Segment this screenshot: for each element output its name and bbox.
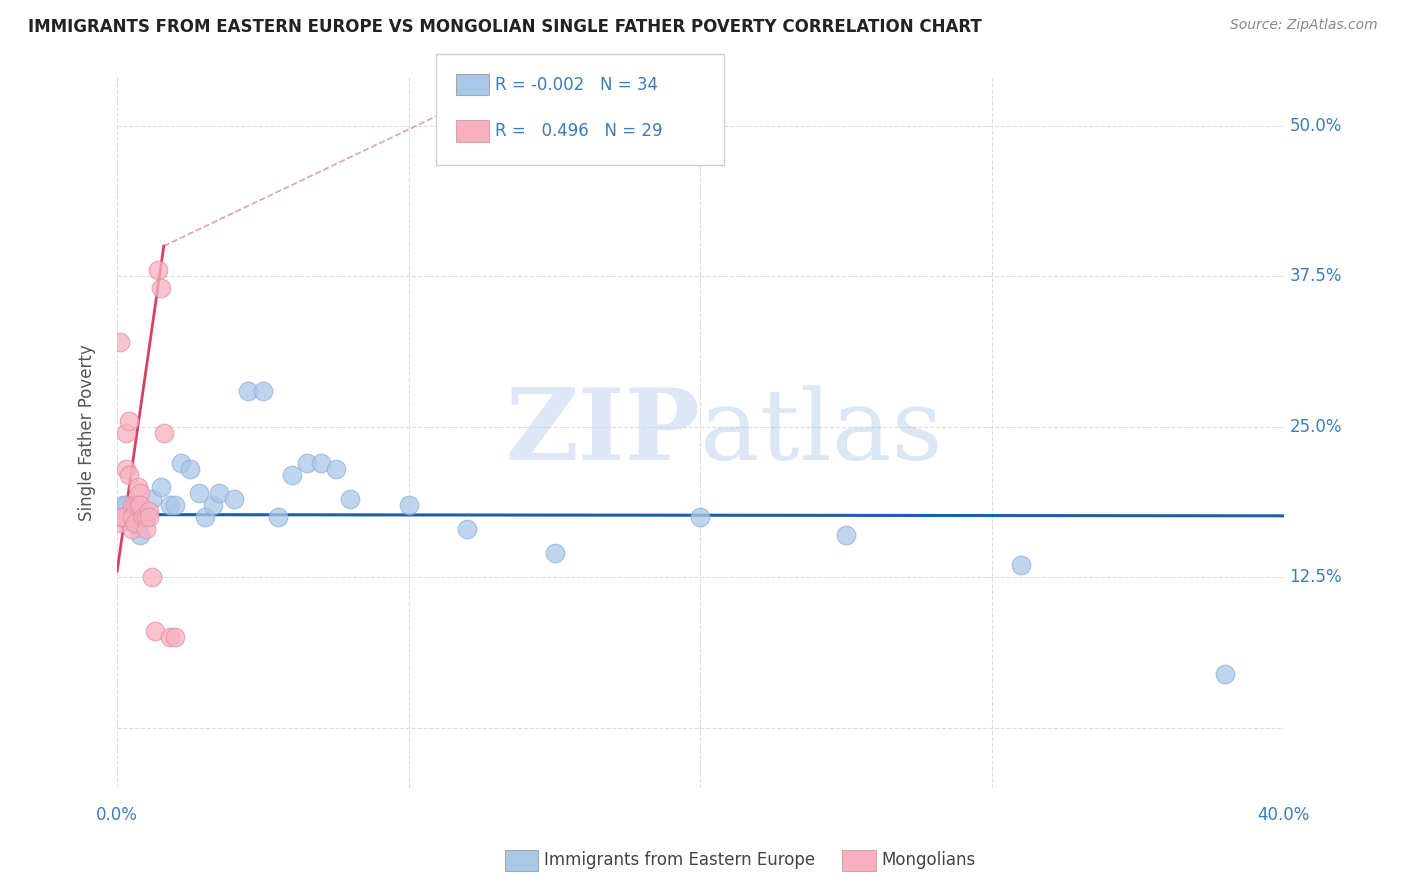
Point xyxy=(135,510,157,524)
Point xyxy=(124,498,146,512)
Point xyxy=(339,491,361,506)
Point xyxy=(118,510,141,524)
Point xyxy=(127,498,149,512)
Point xyxy=(141,570,163,584)
Point xyxy=(135,522,157,536)
Point xyxy=(129,528,152,542)
Point xyxy=(121,498,143,512)
Text: ZIP: ZIP xyxy=(506,384,700,481)
Point xyxy=(115,425,138,440)
Point xyxy=(194,510,217,524)
Text: 25.0%: 25.0% xyxy=(1289,417,1343,435)
Point xyxy=(1215,666,1237,681)
Point xyxy=(159,631,181,645)
Point xyxy=(111,510,134,524)
Point xyxy=(222,491,245,506)
Point xyxy=(689,510,711,524)
Point xyxy=(187,486,209,500)
Text: Immigrants from Eastern Europe: Immigrants from Eastern Europe xyxy=(544,851,815,869)
Point xyxy=(143,624,166,639)
Point xyxy=(835,528,858,542)
Point xyxy=(456,522,478,536)
Point xyxy=(118,467,141,482)
Point xyxy=(115,462,138,476)
Point xyxy=(170,456,193,470)
Point xyxy=(115,498,138,512)
Point xyxy=(152,425,174,440)
Point xyxy=(111,498,134,512)
Point xyxy=(149,281,172,295)
Point xyxy=(281,467,304,482)
Point xyxy=(543,546,565,560)
Point xyxy=(146,263,169,277)
Point xyxy=(398,498,420,512)
Point xyxy=(179,462,201,476)
Point xyxy=(149,480,172,494)
Point xyxy=(127,480,149,494)
Point xyxy=(141,491,163,506)
Point xyxy=(165,631,187,645)
Point xyxy=(108,335,131,350)
Point xyxy=(1010,558,1032,573)
Text: 12.5%: 12.5% xyxy=(1289,568,1343,586)
Text: R = -0.002   N = 34: R = -0.002 N = 34 xyxy=(495,76,658,94)
Point xyxy=(124,516,146,530)
Point xyxy=(138,504,160,518)
Point xyxy=(129,498,152,512)
Text: 40.0%: 40.0% xyxy=(1257,806,1310,824)
Point xyxy=(118,414,141,428)
Point xyxy=(135,510,157,524)
Point xyxy=(165,498,187,512)
Point xyxy=(129,486,152,500)
Text: 37.5%: 37.5% xyxy=(1289,268,1343,285)
Point xyxy=(238,384,260,398)
Text: atlas: atlas xyxy=(700,384,943,481)
Point xyxy=(252,384,274,398)
Point xyxy=(325,462,347,476)
Point xyxy=(202,498,225,512)
Point xyxy=(121,510,143,524)
Text: Mongolians: Mongolians xyxy=(882,851,976,869)
Point xyxy=(138,510,160,524)
Text: IMMIGRANTS FROM EASTERN EUROPE VS MONGOLIAN SINGLE FATHER POVERTY CORRELATION CH: IMMIGRANTS FROM EASTERN EUROPE VS MONGOL… xyxy=(28,18,981,36)
Text: 0.0%: 0.0% xyxy=(96,806,138,824)
Text: 50.0%: 50.0% xyxy=(1289,117,1341,135)
Y-axis label: Single Father Poverty: Single Father Poverty xyxy=(79,344,96,521)
Point xyxy=(159,498,181,512)
Point xyxy=(108,516,131,530)
Text: Source: ZipAtlas.com: Source: ZipAtlas.com xyxy=(1230,18,1378,32)
Text: R =   0.496   N = 29: R = 0.496 N = 29 xyxy=(495,122,662,140)
Point xyxy=(266,510,288,524)
Point xyxy=(108,510,131,524)
Point xyxy=(295,456,318,470)
Point xyxy=(121,504,143,518)
Point xyxy=(121,522,143,536)
Point xyxy=(309,456,332,470)
Point xyxy=(111,510,134,524)
Point xyxy=(124,516,146,530)
Point xyxy=(208,486,231,500)
Point xyxy=(132,510,155,524)
